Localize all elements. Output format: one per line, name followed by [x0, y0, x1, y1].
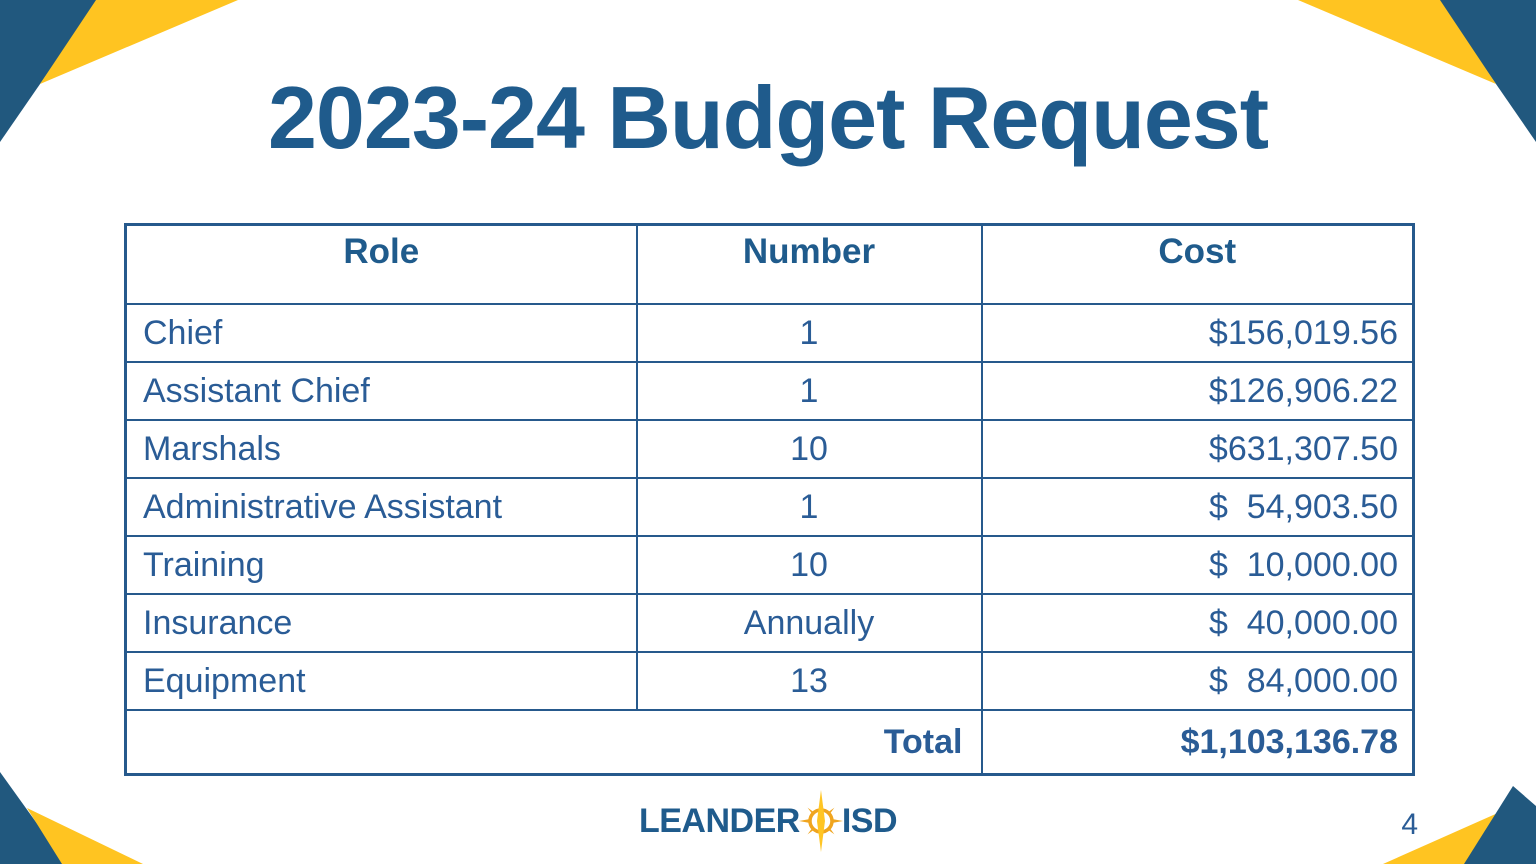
col-header-cost: Cost [980, 223, 1415, 305]
table-row: Equipment 13 $ 84,000.00 [124, 651, 1415, 711]
table-row: Chief 1 $156,019.56 [124, 303, 1415, 363]
cost-cell: $ 54,903.50 [980, 477, 1415, 537]
col-header-role: Role [124, 223, 638, 305]
cost-cell: $ 84,000.00 [980, 651, 1415, 711]
table-row: Marshals 10 $631,307.50 [124, 419, 1415, 479]
total-label: Total [124, 709, 983, 776]
table-row: Assistant Chief 1 $126,906.22 [124, 361, 1415, 421]
budget-table-body: Chief 1 $156,019.56 Assistant Chief 1 $126,90… [124, 303, 1415, 711]
role-cell: Training [124, 535, 638, 595]
role-cell: Administrative Assistant [124, 477, 638, 537]
page-title: 2023-24 Budget Request [267, 68, 1269, 167]
cost-cell: $ 40,000.00 [980, 593, 1415, 653]
bottom-left-yellow-triangle [27, 808, 143, 864]
number-cell: 13 [635, 651, 983, 711]
budget-table-header: Role Number Cost [124, 223, 1415, 305]
header-row: Role Number Cost [124, 223, 1415, 305]
compass-star-icon [798, 790, 843, 852]
table-row: Training 10 $ 10,000.00 [124, 535, 1415, 595]
number-cell: 10 [635, 535, 983, 595]
page-number: 4 [1401, 808, 1418, 841]
role-cell: Chief [124, 303, 638, 363]
cost-cell: $ 10,000.00 [980, 535, 1415, 595]
district-logo: LEANDER ISD [638, 790, 898, 852]
total-row: Total $1,103,136.78 [124, 709, 1415, 776]
number-cell: 10 [635, 419, 983, 479]
role-cell: Assistant Chief [124, 361, 638, 421]
top-right-yellow-triangle [1298, 0, 1496, 84]
number-cell: 1 [635, 303, 983, 363]
number-cell: 1 [635, 477, 983, 537]
role-cell: Marshals [124, 419, 638, 479]
table-row: Administrative Assistant 1 $ 54,903.50 [124, 477, 1415, 537]
table-row: Insurance Annually $ 40,000.00 [124, 593, 1415, 653]
role-cell: Insurance [124, 593, 638, 653]
bottom-left-blue-triangle [0, 772, 66, 864]
logo-text-isd: ISD [841, 801, 898, 840]
total-cost: $1,103,136.78 [980, 709, 1415, 776]
cost-cell: $631,307.50 [980, 419, 1415, 479]
cost-cell: $126,906.22 [980, 361, 1415, 421]
number-cell: 1 [635, 361, 983, 421]
bottom-right-blue-triangle [1464, 786, 1536, 864]
cost-cell: $156,019.56 [980, 303, 1415, 363]
logo-text-leander: LEANDER [638, 801, 800, 840]
top-left-yellow-triangle [40, 0, 238, 84]
role-cell: Equipment [124, 651, 638, 711]
budget-table-footer: Total $1,103,136.78 [124, 709, 1415, 776]
col-header-number: Number [635, 223, 983, 305]
budget-table: Role Number Cost Chief 1 $156,019.56 Assist… [124, 223, 1415, 776]
number-cell: Annually [635, 593, 983, 653]
